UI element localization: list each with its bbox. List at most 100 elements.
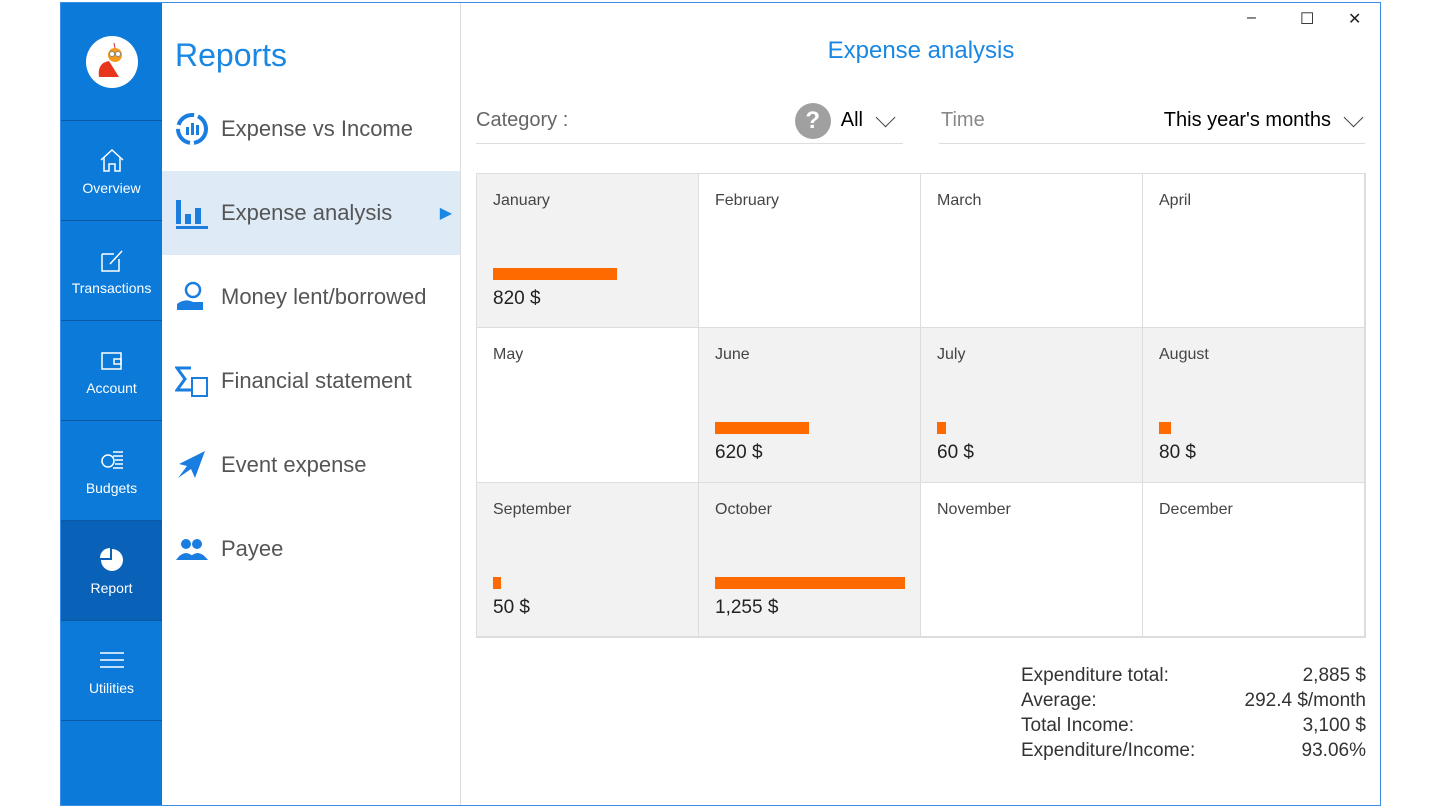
summary-value: 93.06% (1301, 740, 1366, 761)
summary-value: 3,100 $ (1302, 715, 1366, 736)
selected-arrow-icon: ▶ (439, 205, 452, 222)
summary-label: Total Income: (1021, 715, 1134, 736)
month-cell-july[interactable]: July 60 $ (921, 328, 1143, 483)
report-label: Money lent/borrowed (221, 284, 427, 309)
report-payee[interactable]: Payee (162, 507, 460, 591)
nav-transactions[interactable]: Transactions (61, 221, 162, 321)
category-filter[interactable]: Category : ? All (476, 98, 903, 144)
month-name: June (715, 346, 750, 364)
expense-bar (1159, 422, 1172, 435)
question-icon: ? (794, 102, 831, 139)
bar-chart-icon (176, 200, 208, 229)
month-name: August (1159, 346, 1209, 364)
month-name: July (937, 346, 966, 364)
nav-label: Utilities (88, 679, 135, 696)
month-name: May (493, 346, 524, 364)
month-name: December (1159, 500, 1233, 518)
month-amount: 60 $ (937, 442, 974, 464)
month-cell-march[interactable]: March (921, 174, 1143, 329)
report-money-lent[interactable]: Money lent/borrowed (162, 255, 460, 339)
time-label: Time (941, 109, 985, 131)
month-cell-november[interactable]: November (921, 482, 1143, 637)
month-cell-october[interactable]: October 1,255 $ (699, 482, 921, 637)
home-icon (99, 148, 124, 172)
report-label: Payee (221, 536, 284, 561)
app-logo (61, 3, 162, 121)
time-value: This year's months (1163, 109, 1331, 131)
nav-overview[interactable]: Overview (61, 121, 162, 221)
month-name: April (1159, 192, 1192, 209)
nav-label: Overview (82, 179, 141, 196)
nav-utilities[interactable]: Utilities (61, 621, 162, 721)
nav-budgets[interactable]: Budgets (61, 421, 162, 521)
chevron-down-icon (875, 107, 896, 127)
time-filter[interactable]: Time This year's months (939, 98, 1365, 144)
expense-bar (493, 268, 618, 280)
people-icon (176, 539, 208, 560)
summary-row-average: Average: 292.4 $/month (1021, 690, 1366, 715)
menu-icon (99, 651, 124, 668)
report-expense-vs-income[interactable]: Expense vs Income (162, 87, 460, 171)
month-name: October (715, 500, 772, 518)
report-label: Expense analysis (221, 200, 393, 225)
nav-label: Budgets (85, 479, 138, 496)
month-amount: 1,255 $ (715, 596, 779, 618)
sigma-calculator-icon (175, 366, 208, 397)
nav-account[interactable]: Account (61, 321, 162, 421)
report-expense-analysis[interactable]: Expense analysis ▶ (162, 171, 460, 255)
nav-report[interactable]: Report (61, 521, 162, 621)
month-name: February (715, 192, 780, 209)
report-event-expense[interactable]: Event expense (162, 423, 460, 507)
expense-bar (715, 422, 809, 435)
month-name: November (937, 500, 1011, 518)
expense-bar (715, 576, 905, 589)
month-grid: January 820 $ February March April May June 620… (476, 173, 1366, 638)
expense-bar (937, 422, 947, 435)
nav-label: Transactions (71, 279, 152, 296)
report-label: Event expense (221, 452, 367, 477)
main-content: – ☐ ✕ Expense analysis Category : ? All … (462, 3, 1380, 805)
close-button[interactable]: ✕ (1348, 11, 1362, 28)
main-nav: Overview Transactions Account Budgets Re… (61, 3, 162, 805)
nav-label: Report (90, 579, 133, 596)
month-cell-may[interactable]: May (477, 328, 699, 483)
reports-title: Reports (175, 37, 288, 73)
page-title: Expense analysis (827, 37, 1015, 64)
month-amount: 50 $ (493, 596, 530, 618)
pie-chart-icon (99, 547, 123, 571)
report-financial-statement[interactable]: Financial statement (162, 339, 460, 423)
report-label: Expense vs Income (221, 116, 413, 141)
month-cell-january[interactable]: January 820 $ (477, 174, 699, 329)
month-amount: 820 $ (493, 288, 541, 309)
summary-row-total: Expenditure total: 2,885 $ (1021, 665, 1366, 690)
summary-value: 2,885 $ (1302, 665, 1366, 686)
summary-label: Expenditure/Income: (1021, 740, 1196, 761)
airplane-icon (178, 451, 205, 478)
month-cell-june[interactable]: June 620 $ (699, 328, 921, 483)
summary-value: 292.4 $/month (1244, 690, 1366, 711)
month-name: March (937, 192, 982, 209)
minimize-button[interactable]: – (1247, 9, 1256, 26)
summary-label: Average: (1021, 690, 1097, 711)
month-name: September (493, 500, 572, 518)
chevron-down-icon (1343, 107, 1364, 127)
month-amount: 620 $ (715, 442, 763, 464)
category-label: Category : (476, 109, 569, 131)
wallet-icon (100, 351, 122, 370)
report-label: Financial statement (221, 368, 412, 393)
month-cell-february[interactable]: February (699, 174, 921, 329)
month-cell-september[interactable]: September 50 $ (477, 482, 699, 637)
edit-icon (100, 249, 123, 272)
maximize-button[interactable]: ☐ (1300, 11, 1315, 28)
month-name: January (493, 192, 550, 209)
month-amount: 80 $ (1159, 442, 1196, 464)
money-hand-icon (177, 281, 203, 310)
month-cell-december[interactable]: December (1143, 482, 1365, 637)
summary-row-income: Total Income: 3,100 $ (1021, 715, 1366, 740)
month-cell-april[interactable]: April (1143, 174, 1365, 329)
category-value: All (840, 109, 863, 131)
month-cell-august[interactable]: August 80 $ (1143, 328, 1365, 483)
summary-row-ratio: Expenditure/Income: 93.06% (1021, 740, 1366, 765)
app-window: Overview Transactions Account Budgets Re… (60, 2, 1381, 806)
gauge-chart-icon (176, 113, 208, 145)
